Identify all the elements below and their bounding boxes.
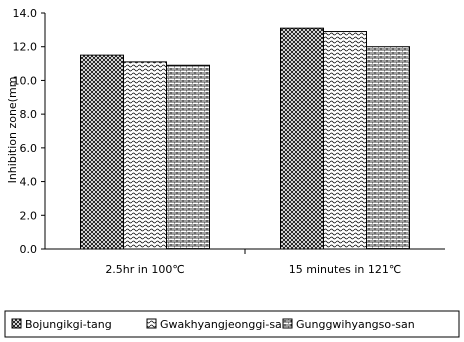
legend-swatch-3: [282, 318, 293, 329]
bar-gwakhyangjeonggi-san-1: [123, 61, 167, 250]
x-tick-label: 2.5hr in 100℃: [105, 263, 184, 276]
legend-label-2: Gwakhyangjeonggi-san: [160, 318, 289, 331]
legend-swatch-1: [11, 318, 22, 329]
y-tick-label: 2.0: [20, 209, 38, 222]
x-tick-label: 15 minutes in 121℃: [289, 263, 401, 276]
y-tick-label: 0.0: [20, 243, 38, 256]
legend-box: [4, 310, 460, 338]
legend: Bojungikgi-tang Gwakhyangjeonggi-san Gungg…: [11, 318, 415, 331]
y-axis-title-group: Inhibition zone(mm: [6, 77, 19, 184]
bar-bojungikgi-tang-2: [280, 27, 324, 250]
y-tick-label: 10.0: [13, 74, 38, 87]
y-tick-label: 6.0: [20, 142, 38, 155]
bar-bojungikgi-tang-1: [80, 54, 124, 250]
bar-gunggwihyangso-san-1: [166, 64, 210, 250]
bar-gunggwihyangso-san-2: [366, 46, 410, 250]
bars: [80, 27, 410, 250]
y-axis-title: Inhibition zone(mm: [6, 77, 19, 184]
legend-swatch-2: [146, 318, 157, 329]
legend-label-3: Gunggwihyangso-san: [296, 318, 415, 331]
y-tick-label: 8.0: [20, 108, 38, 121]
legend-label-1: Bojungikgi-tang: [25, 318, 112, 331]
y-tick-label: 14.0: [13, 7, 38, 20]
y-axis-ticks: 0.0 2.0 4.0 6.0 8.0 10.0 12.0 14.0: [13, 7, 45, 256]
bar-gwakhyangjeonggi-san-2: [323, 31, 367, 250]
y-tick-label: 12.0: [13, 41, 38, 54]
y-tick-label: 4.0: [20, 176, 38, 189]
x-axis-ticks: 2.5hr in 100℃ 15 minutes in 121℃: [105, 249, 401, 276]
